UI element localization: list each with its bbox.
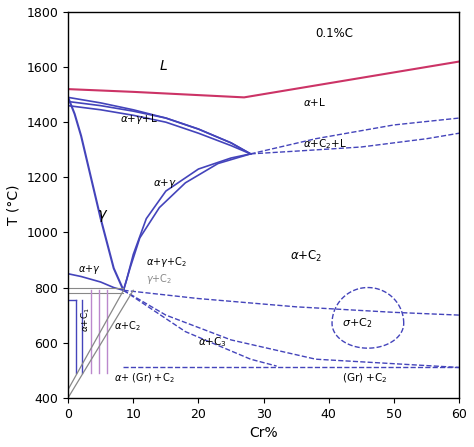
- Text: $\alpha$+C$_1$: $\alpha$+C$_1$: [80, 307, 92, 333]
- Text: $\alpha$+L: $\alpha$+L: [303, 96, 326, 108]
- Text: $\gamma$+C$_2$: $\gamma$+C$_2$: [146, 272, 173, 286]
- Y-axis label: T (°C): T (°C): [7, 185, 21, 225]
- Text: $\alpha$+C$_2$: $\alpha$+C$_2$: [290, 249, 322, 264]
- Text: $\alpha$+$\gamma$+L: $\alpha$+$\gamma$+L: [120, 112, 158, 126]
- Text: $\alpha$+$\gamma$: $\alpha$+$\gamma$: [153, 177, 177, 190]
- Text: $\gamma$: $\gamma$: [98, 208, 109, 224]
- Text: $\alpha$+C$_3$: $\alpha$+C$_3$: [199, 335, 228, 349]
- Text: (Gr) +C$_2$: (Gr) +C$_2$: [342, 371, 387, 385]
- Text: 0.1%C: 0.1%C: [316, 27, 354, 40]
- Text: $\alpha$+$\gamma$: $\alpha$+$\gamma$: [78, 263, 100, 276]
- X-axis label: Cr%: Cr%: [249, 426, 278, 440]
- Text: $\sigma$+C$_2$: $\sigma$+C$_2$: [342, 316, 372, 330]
- Text: $\alpha$+ (Gr) +C$_2$: $\alpha$+ (Gr) +C$_2$: [114, 371, 174, 385]
- Text: $\alpha$+$\gamma$+C$_2$: $\alpha$+$\gamma$+C$_2$: [146, 256, 187, 270]
- Text: $\alpha$+C$_2$: $\alpha$+C$_2$: [114, 319, 141, 333]
- Text: L: L: [159, 59, 167, 73]
- Text: $\alpha$+C$_2$+L: $\alpha$+C$_2$+L: [303, 137, 347, 151]
